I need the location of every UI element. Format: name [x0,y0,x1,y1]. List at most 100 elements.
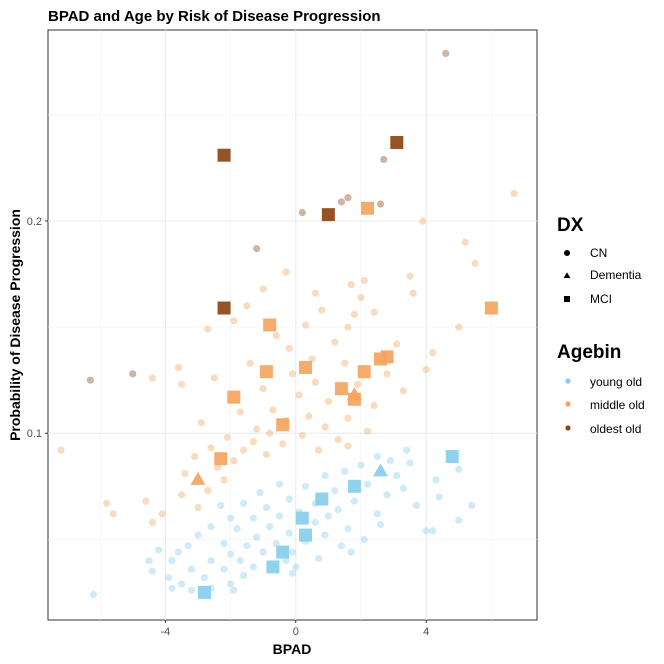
point-cn-middle-old [295,391,303,399]
point-cn-young-old [344,525,352,533]
legend-dx-triangle-key [563,272,571,278]
point-cn-middle-old [272,332,280,340]
point-cn-middle-old [341,359,349,367]
point-cn-young-old [357,461,365,469]
point-cn-middle-old [148,518,156,526]
point-cn-middle-old [510,189,518,198]
point-cn-middle-old [240,446,248,454]
point-cn-young-old [145,556,153,565]
point-mci-middle-old [484,301,498,315]
point-cn-middle-old [230,317,238,325]
point-cn-middle-old [298,431,306,439]
point-cn-young-old [184,542,192,550]
point-cn-middle-old [370,402,378,410]
point-cn-young-old [236,556,244,565]
point-cn-oldest-old [129,370,137,378]
point-mci-middle-old [214,452,228,466]
point-cn-oldest-old [442,49,450,57]
point-cn-middle-old [399,387,407,395]
y-tick-label: 0.1 [27,428,42,440]
legend-dx-circle-key [564,250,570,256]
point-cn-middle-old [324,397,332,406]
point-cn-middle-old [455,323,463,331]
point-cn-young-old [455,465,463,473]
point-cn-young-old [226,580,235,588]
point-mci-young-old [445,450,459,464]
point-cn-middle-old [314,446,323,454]
data-points [57,49,518,599]
point-mci-young-old [315,492,329,506]
point-cn-middle-old [191,452,199,461]
point-cn-middle-old [461,238,469,246]
x-axis-title: BPAD [273,641,312,657]
point-cn-young-old [311,518,319,526]
legend-dx-title: DX [557,215,584,236]
point-cn-young-old [256,489,264,497]
point-mci-young-old [295,511,309,525]
point-cn-young-old [337,542,345,550]
point-cn-young-old [314,554,323,563]
point-mci-middle-old [263,318,277,332]
point-cn-middle-old [279,440,287,448]
point-cn-middle-old [363,427,372,435]
point-cn-young-old [292,563,300,571]
point-cn-middle-old [197,419,205,427]
point-cn-middle-old [223,433,231,442]
point-cn-middle-old [158,510,166,518]
point-cn-middle-old [393,340,401,348]
point-dementia-middle-old [190,471,206,485]
point-cn-young-old [435,493,443,501]
point-cn-middle-old [109,510,117,518]
point-cn-oldest-old [337,198,345,206]
point-mci-oldest-old [390,135,404,149]
point-cn-middle-old [194,503,202,512]
point-cn-middle-old [305,412,313,420]
point-cn-middle-old [344,323,352,331]
x-tick-label: 0 [293,626,299,638]
y-tick-label: 0.2 [27,216,42,228]
point-cn-middle-old [236,408,244,416]
point-cn-young-old [240,499,248,507]
point-cn-young-old [324,512,332,520]
legend-middle-old-label: middle old [590,398,645,412]
point-cn-middle-old [103,499,111,507]
point-cn-middle-old [243,302,251,310]
legend-young-old-key [565,378,571,384]
point-cn-oldest-old [86,376,94,384]
point-cn-middle-old [220,476,228,484]
point-mci-middle-old [259,365,273,379]
point-cn-middle-old [142,497,150,505]
point-cn-young-old [207,523,215,531]
point-dementia-young-old [373,463,389,477]
legend-dx: DX CN Dementia MCI [557,215,642,306]
point-cn-middle-old [230,457,238,465]
point-cn-middle-old [311,378,319,386]
point-cn-middle-old [253,425,261,433]
point-cn-middle-old [148,374,156,382]
point-cn-young-old [376,520,385,529]
legend-dx-cn-label: CN [590,246,607,260]
point-cn-young-old [285,495,293,503]
point-cn-young-old [148,567,156,575]
point-cn-young-old [262,503,271,512]
point-cn-young-old [200,573,209,582]
point-mci-middle-old [360,201,374,215]
point-cn-young-old [321,531,329,539]
point-cn-middle-old [344,414,352,422]
point-cn-young-old [90,590,98,599]
y-axis-title: Probability of Disease Progression [7,209,23,441]
point-cn-young-old [288,569,297,577]
point-cn-young-old [220,539,228,548]
legend-oldest-old-label: oldest old [590,422,641,436]
point-cn-young-old [275,512,284,520]
point-cn-middle-old [282,268,290,276]
point-cn-middle-old [344,442,352,450]
point-cn-young-old [240,571,248,580]
legend-dx-dementia-label: Dementia [590,268,642,282]
point-cn-young-old [275,480,284,488]
point-cn-middle-old [210,374,218,382]
point-cn-middle-old [178,380,186,389]
point-cn-young-old [363,480,372,488]
point-cn-middle-old [259,385,267,393]
point-cn-young-old [432,476,440,484]
